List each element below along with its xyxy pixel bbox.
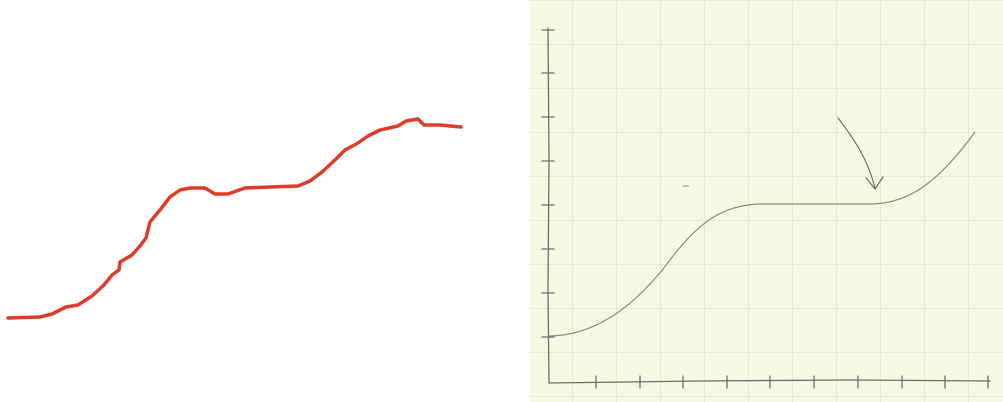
red-line [8, 119, 461, 318]
pencil-sketch [530, 0, 1003, 402]
page [0, 0, 1003, 402]
red-sketch [8, 119, 461, 318]
paper-grid [530, 0, 1003, 402]
